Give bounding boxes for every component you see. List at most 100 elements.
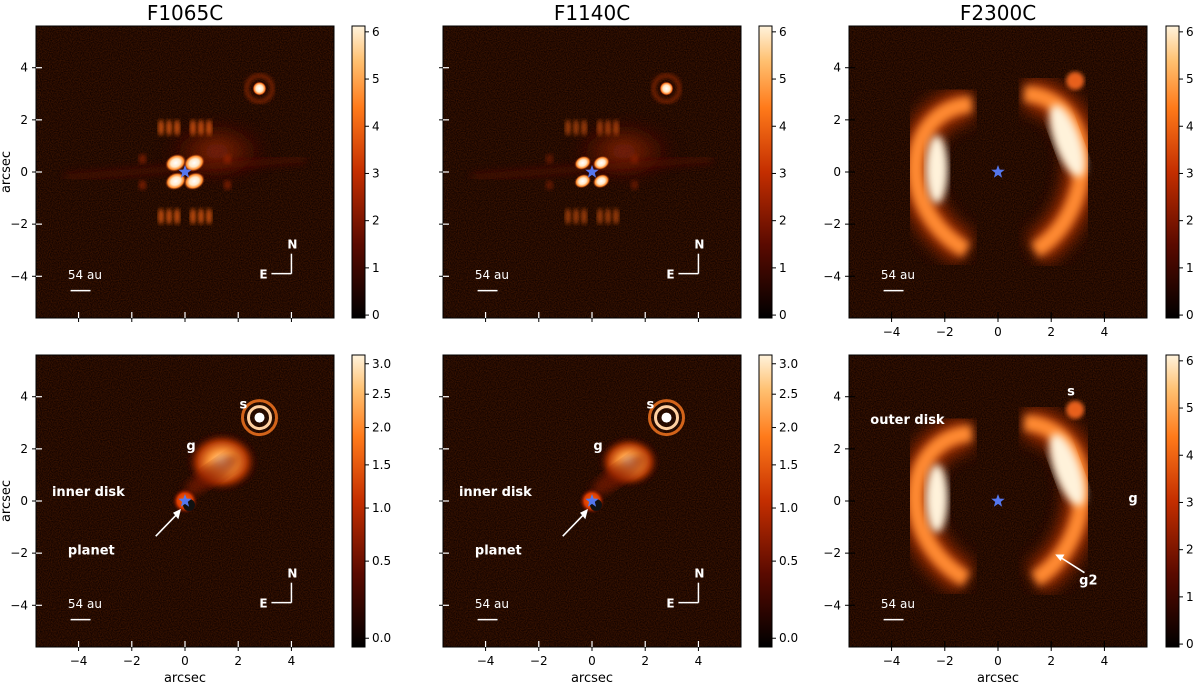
colorbar-tick-label: 3: [1186, 495, 1194, 509]
colorbar-tick-label: 2.5: [779, 387, 798, 401]
y-tick-label: 2: [20, 442, 28, 456]
colorbar-tick-label: 0: [1186, 308, 1194, 322]
y-tick-label: 4: [20, 390, 28, 404]
panel-p12: 54 au N E F1140C 0 1 2 3 4 5 6: [439, 1, 787, 322]
scale-bar-label: 54 au: [881, 597, 915, 611]
colorbar-tick-label: 3.0: [779, 357, 798, 371]
colorbar-tick-label: 4: [1186, 119, 1194, 133]
label-g: g: [593, 439, 602, 454]
colorbar-tick-label: 6: [1186, 354, 1194, 368]
compass-n-label: N: [287, 567, 297, 581]
panel-p13: 54 au 4 2 0 −2 −4 −4 −2 0 2 4 F2300C 0 1 2 3 4 5 6: [823, 1, 1193, 339]
x-tick-label: −4: [883, 654, 901, 668]
column-title: F1140C: [554, 1, 630, 25]
y-tick-label: 0: [833, 494, 841, 508]
colorbar-tick-label: 1.0: [372, 501, 391, 515]
colorbar-tick-label: 5: [372, 72, 380, 86]
colorbar-tick-label: 0.0: [779, 631, 798, 645]
psf-ripple: [545, 153, 554, 164]
companion-star: [252, 81, 267, 96]
companion-ring: [652, 74, 681, 104]
x-tick-label: 4: [288, 654, 296, 668]
coronagraph-lobe: [183, 153, 205, 172]
disk-hot-region: [1049, 433, 1086, 506]
colorbar-gradient: [351, 25, 366, 319]
y-axis-label: arcsec: [0, 151, 14, 193]
colorbar-tick-label: 6: [372, 25, 380, 39]
arrowhead-icon: [1055, 554, 1065, 561]
coronagraph-lobe: [592, 155, 610, 171]
y-tick-label: −4: [823, 269, 841, 283]
psf-ripple: [223, 180, 232, 191]
colorbar-tick-label: 2.0: [779, 421, 798, 435]
psf-ripple: [166, 119, 173, 136]
colorbar: 0 1 2 3 4 5 6: [1165, 25, 1194, 322]
companion-ring: [245, 74, 274, 104]
y-tick-label: 4: [833, 390, 841, 404]
psf-ripple: [166, 208, 173, 225]
psf-ripple: [630, 153, 639, 164]
companion-blob: [1066, 71, 1085, 90]
column-title: F1065C: [147, 1, 223, 25]
colorbar: 0.0 0.5 1.0 1.5 2.0 2.5 3.0: [351, 354, 391, 648]
x-tick-label: 2: [1047, 654, 1055, 668]
colorbar-gradient: [1165, 354, 1180, 648]
psf-ripple: [189, 119, 196, 136]
colorbar-tick-label: 0: [779, 308, 787, 322]
x-tick-label: 2: [641, 654, 649, 668]
colorbar-gradient: [758, 354, 773, 648]
colorbar-tick-label: 3: [779, 166, 787, 180]
scale-bar-label: 54 au: [475, 597, 509, 611]
label-inner-disk: inner disk: [459, 485, 532, 500]
x-tick-label: −2: [530, 654, 548, 668]
companion-ring: [648, 399, 685, 437]
colorbar-tick-label: 5: [1186, 72, 1194, 86]
coronagraph-lobe: [592, 173, 610, 189]
companion-star: [254, 412, 265, 423]
compass-e-label: E: [259, 268, 267, 282]
star-marker-icon: [585, 165, 599, 178]
panel-p22: s g inner disk planet 54 au N E −4 −2 0 2 4 arcsec 0.…: [439, 354, 798, 686]
psf-ripple: [565, 208, 572, 225]
x-axis-label: arcsec: [977, 671, 1019, 686]
colorbar-tick-label: 0.5: [372, 554, 391, 568]
psf-ripple: [630, 180, 639, 191]
x-tick-label: −4: [477, 654, 495, 668]
colorbar-tick-label: 1: [1186, 590, 1194, 604]
x-axis-label: arcsec: [164, 671, 206, 686]
colorbar: 0 1 2 3 4 5 6: [758, 25, 787, 322]
colorbar-tick-label: 6: [779, 25, 787, 39]
star-marker-icon: [991, 165, 1005, 178]
psf-ripple: [197, 208, 204, 225]
scale-bar-label: 54 au: [881, 268, 915, 282]
label-outer-disk: outer disk: [870, 413, 945, 428]
y-tick-label: −4: [10, 598, 28, 612]
y-tick-label: −2: [10, 217, 28, 231]
x-tick-label: −2: [936, 325, 954, 339]
arrowhead-icon: [580, 508, 589, 520]
psf-ripple: [573, 208, 580, 225]
label-g2: g2: [1079, 573, 1097, 588]
psf-ripple: [581, 208, 588, 225]
psf-ripple: [205, 119, 212, 136]
companion-ring: [654, 405, 679, 431]
scale-bar-label: 54 au: [68, 268, 102, 282]
x-tick-label: 2: [234, 654, 242, 668]
colorbar-tick-label: 1.5: [779, 458, 798, 472]
colorbar-tick-label: 4: [1186, 448, 1194, 462]
y-tick-label: −2: [10, 546, 28, 560]
psf-ripple: [612, 119, 619, 136]
colorbar-tick-label: 4: [779, 119, 787, 133]
star-marker-icon: [585, 494, 599, 507]
psf-ripple: [158, 208, 165, 225]
colorbar-tick-label: 1: [779, 261, 787, 275]
psf-ripple: [565, 119, 572, 136]
column-title: F2300C: [960, 1, 1036, 25]
x-tick-label: −4: [883, 325, 901, 339]
x-tick-label: 4: [1101, 654, 1109, 668]
psf-ripple: [596, 208, 603, 225]
coronagraph-lobe: [574, 173, 592, 189]
colorbar: 0 1 2 3 4 5 6: [1165, 354, 1194, 651]
colorbar-tick-label: 2.5: [372, 387, 391, 401]
psf-ripple: [189, 208, 196, 225]
